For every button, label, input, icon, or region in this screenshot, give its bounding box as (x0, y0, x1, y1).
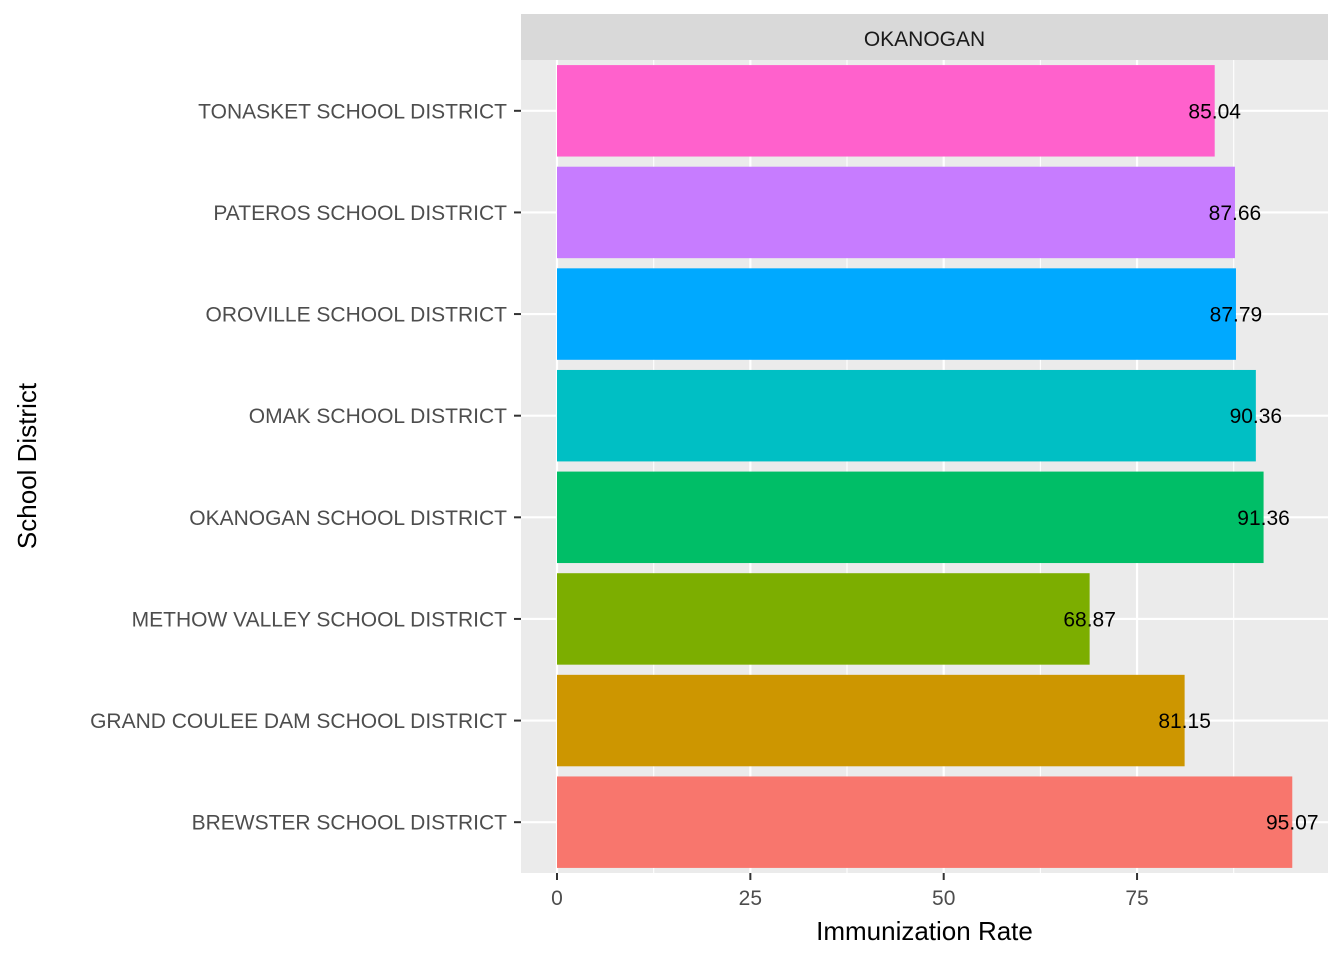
bar (557, 471, 1264, 564)
bar (557, 674, 1185, 767)
bar (557, 166, 1235, 259)
bar-value-label: 68.87 (1063, 608, 1116, 631)
y-tick-label: OROVILLE SCHOOL DISTRICT (206, 304, 508, 327)
bar-value-label: 90.36 (1230, 405, 1283, 428)
y-tick-label: OMAK SCHOOL DISTRICT (249, 405, 507, 428)
y-axis: BREWSTER SCHOOL DISTRICT GRAND COULEE DAM… (90, 100, 521, 835)
x-tick-label: 0 (551, 887, 563, 910)
bar (557, 573, 1090, 665)
y-tick-label: GRAND COULEE DAM SCHOOL DISTRICT (90, 710, 507, 733)
facet-strip (521, 14, 1328, 60)
facet-strip-label: OKANOGAN (864, 28, 985, 51)
y-tick-label: BREWSTER SCHOOL DISTRICT (192, 812, 508, 835)
x-axis: 0 25 50 75 (551, 873, 1149, 910)
bar (557, 369, 1256, 462)
x-axis-title: Immunization Rate (816, 916, 1033, 946)
bar-value-label: 81.15 (1158, 710, 1211, 733)
bar-value-label: 95.07 (1266, 812, 1319, 835)
y-tick-label: TONASKET SCHOOL DISTRICT (198, 100, 507, 123)
bar (557, 776, 1293, 868)
x-tick-label: 25 (739, 887, 762, 910)
bar-value-label: 91.36 (1237, 507, 1290, 530)
x-tick-label: 50 (932, 887, 955, 910)
bar-value-label: 87.66 (1209, 202, 1262, 225)
bar (557, 65, 1215, 157)
bar (557, 268, 1236, 360)
bar-value-label: 85.04 (1188, 100, 1241, 123)
y-tick-label: PATEROS SCHOOL DISTRICT (213, 202, 507, 225)
bar-value-labels: 95.07 81.15 68.87 91.36 90.36 87.79 87.66 85.04 (1063, 100, 1318, 834)
y-tick-label: METHOW VALLEY SCHOOL DISTRICT (132, 608, 508, 631)
y-axis-title: School District (12, 382, 42, 549)
x-tick-label: 75 (1125, 887, 1148, 910)
bar-value-label: 87.79 (1210, 304, 1263, 327)
bars (557, 65, 1293, 868)
y-tick-label: OKANOGAN SCHOOL DISTRICT (189, 507, 507, 530)
